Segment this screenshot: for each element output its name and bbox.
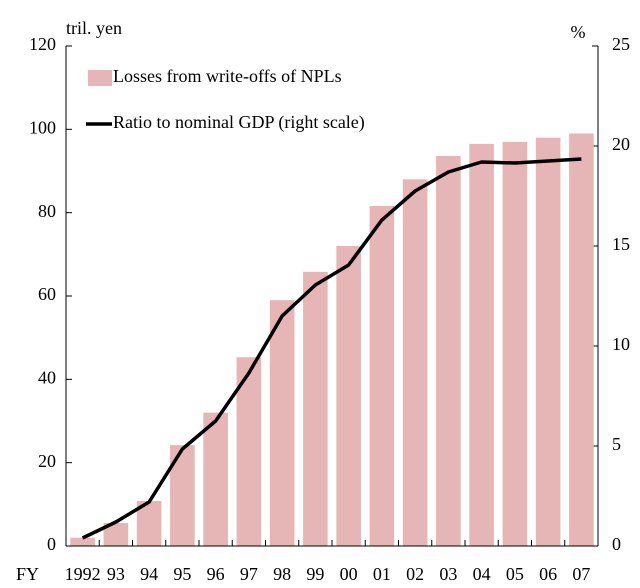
y2-tick-label: 15 [612, 234, 630, 254]
x-tick-label: 97 [240, 564, 258, 584]
x-tick-label: 04 [473, 564, 491, 584]
bar [303, 271, 328, 546]
x-tick-label: 06 [539, 564, 557, 584]
line [81, 157, 582, 540]
bar [203, 412, 228, 546]
y2-tick-label: 25 [612, 34, 630, 54]
y-tick-label: 80 [38, 201, 56, 221]
x-tick-label: 05 [506, 564, 524, 584]
y-tick-label: 60 [38, 284, 56, 304]
y-tick-label: 100 [29, 117, 56, 137]
y-axis-label: tril. yen [66, 18, 122, 38]
bar [236, 357, 262, 546]
bar [436, 156, 461, 546]
x-tick-label: 94 [140, 564, 158, 584]
y-tick-label: 20 [38, 451, 56, 471]
bar [269, 300, 295, 546]
x-tick-label: 95 [173, 564, 191, 584]
bar [402, 179, 428, 547]
y2-tick-label: 10 [612, 334, 630, 354]
legend-swatch [88, 70, 112, 86]
y-tick-label: 120 [29, 34, 56, 54]
bar [569, 133, 594, 546]
y2-tick-label: 5 [612, 434, 621, 454]
x-tick-label: 99 [306, 564, 324, 584]
x-tick-label: 93 [107, 564, 125, 584]
y2-tick-label: 0 [612, 534, 621, 554]
x-axis-label: FY [16, 564, 39, 584]
y-tick-label: 0 [47, 534, 56, 554]
bar [502, 141, 528, 547]
bar [469, 143, 494, 546]
bar [369, 206, 395, 546]
x-tick-label: 00 [340, 564, 358, 584]
x-tick-label: 96 [207, 564, 225, 584]
bar [535, 137, 561, 546]
x-tick-label: 07 [572, 564, 590, 584]
x-tick-label: 1992 [65, 564, 101, 584]
bar [336, 246, 361, 546]
bar [70, 537, 95, 546]
legend-label: Ratio to nominal GDP (right scale) [113, 112, 365, 133]
legend-label: Losses from write-offs of NPLs [113, 66, 342, 86]
y-tick-label: 40 [38, 367, 56, 387]
x-tick-label: 98 [273, 564, 291, 584]
x-tick-label: 02 [406, 564, 424, 584]
bar [103, 523, 129, 546]
x-tick-label: 03 [439, 564, 457, 584]
y2-tick-label: 20 [612, 134, 630, 154]
y2-axis-label: % [571, 22, 586, 42]
x-tick-label: 01 [373, 564, 391, 584]
